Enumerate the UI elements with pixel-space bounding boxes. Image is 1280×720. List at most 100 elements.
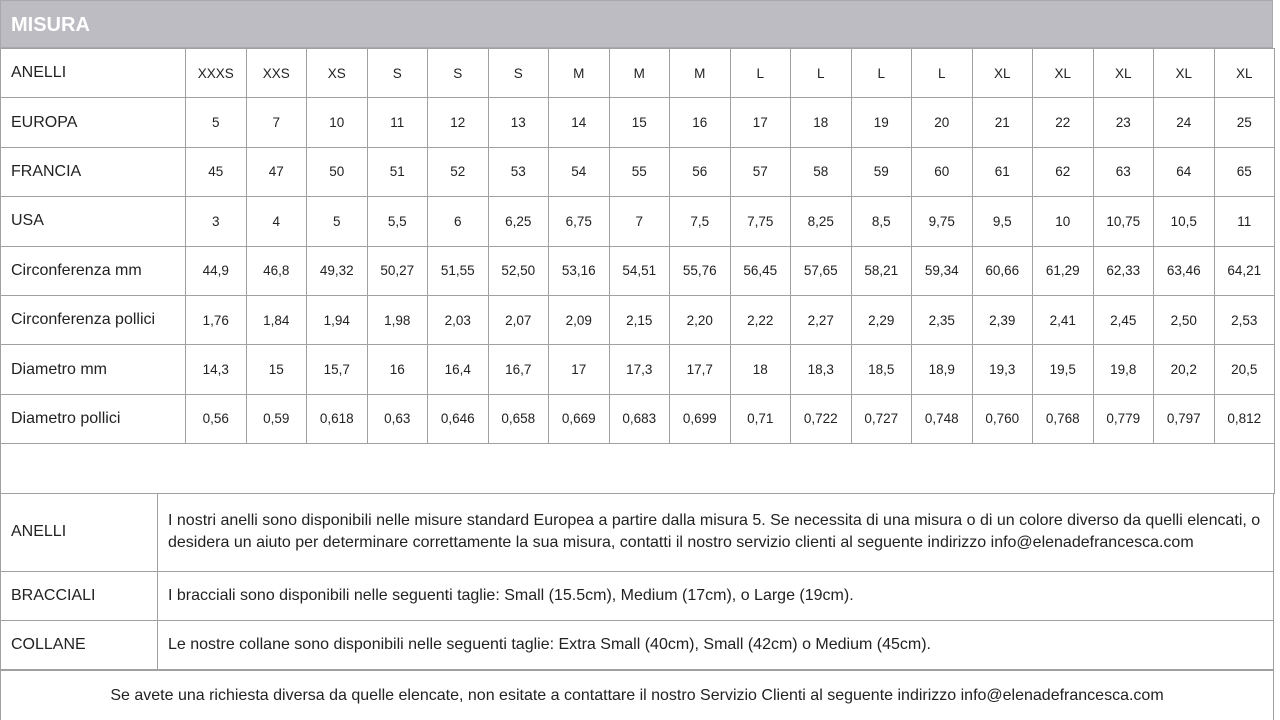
cell: 19 [850, 97, 912, 148]
cell: 23 [1092, 97, 1154, 148]
cell: 63 [1092, 146, 1154, 198]
row-label: USA [0, 196, 186, 247]
cell: 18,5 [850, 344, 912, 395]
cell: 18 [790, 97, 852, 148]
cell: 21 [971, 97, 1033, 148]
notes-table: ANELLI I nostri anelli sono disponibili n… [0, 492, 1274, 670]
cell: L [729, 47, 791, 99]
cell: 0,669 [548, 393, 610, 445]
cell: 0,618 [306, 393, 368, 445]
cell: 17 [729, 97, 791, 148]
cell: XXXS [185, 47, 247, 99]
cell: 10,5 [1153, 196, 1215, 247]
cell: M [669, 47, 731, 99]
cell: 0,646 [427, 393, 489, 445]
size-row: Diametro pollici 0,56 0,59 0,618 0,63 0,646 0,… [0, 393, 1275, 445]
cell: M [548, 47, 610, 99]
row-label: Circonferenza mm [0, 245, 186, 296]
size-row: USA 3 4 5 5,5 6 6,25 6,75 7 7,5 7,75 8,25 8,5 9,75 9,5… [0, 196, 1275, 247]
row-label: Diametro pollici [0, 393, 186, 445]
cell: XXS [245, 47, 307, 99]
cell: 13 [487, 97, 549, 148]
cell: 1,94 [306, 294, 368, 346]
size-row: Circonferenza pollici 1,76 1,84 1,94 1,98 2,0… [0, 294, 1275, 346]
size-row: ANELLI XXXS XXS XS S S S M M M L L L L XL XL XL XL XL [0, 47, 1275, 99]
cell: 7,5 [669, 196, 731, 247]
cell: 8,5 [850, 196, 912, 247]
cell: 2,20 [669, 294, 731, 346]
cell: 47 [245, 146, 307, 198]
cell: 2,29 [850, 294, 912, 346]
cell: 19,8 [1092, 344, 1154, 395]
cell: 5,5 [366, 196, 428, 247]
cell: 0,797 [1153, 393, 1215, 445]
cell: 56,45 [729, 245, 791, 296]
cell: XS [306, 47, 368, 99]
cell: 53,16 [548, 245, 610, 296]
cell: 0,768 [1032, 393, 1094, 445]
cell: 6,25 [487, 196, 549, 247]
cell: 0,71 [729, 393, 791, 445]
footer-text: Se avete una richiesta diversa da quelle… [0, 670, 1274, 720]
cell: 24 [1153, 97, 1215, 148]
cell: 62,33 [1092, 245, 1154, 296]
cell: 2,35 [911, 294, 973, 346]
cell: 57,65 [790, 245, 852, 296]
cell: 9,5 [971, 196, 1033, 247]
cell: 3 [185, 196, 247, 247]
cell: 58 [790, 146, 852, 198]
cell: 2,03 [427, 294, 489, 346]
cell: 10 [1032, 196, 1094, 247]
cell: 0,812 [1213, 393, 1275, 445]
row-label: Circonferenza pollici [0, 294, 186, 346]
cell: S [487, 47, 549, 99]
footer-row: Se avete una richiesta diversa da quelle… [0, 670, 1274, 720]
note-row: BRACCIALI I bracciali sono disponibili ne… [0, 570, 1274, 621]
cell: 0,699 [669, 393, 731, 445]
cell: 18,3 [790, 344, 852, 395]
cell: 56 [669, 146, 731, 198]
cell: 59,34 [911, 245, 973, 296]
cell: 49,32 [306, 245, 368, 296]
cell: 25 [1213, 97, 1275, 148]
cell: 54 [548, 146, 610, 198]
cell: 18,9 [911, 344, 973, 395]
note-text: Le nostre collane sono disponibili nelle… [157, 619, 1274, 670]
cell: 2,22 [729, 294, 791, 346]
size-row: EUROPA 5 7 10 11 12 13 14 15 16 17 18 19 20 21 22 23 24 25 [0, 97, 1275, 148]
cell: 0,779 [1092, 393, 1154, 445]
cell: 0,722 [790, 393, 852, 445]
cell: 22 [1032, 97, 1094, 148]
cell: 7,75 [729, 196, 791, 247]
cell: 2,27 [790, 294, 852, 346]
cell: 7 [245, 97, 307, 148]
cell: 55 [608, 146, 670, 198]
cell: 2,09 [548, 294, 610, 346]
cell: 0,63 [366, 393, 428, 445]
cell: M [608, 47, 670, 99]
cell: L [790, 47, 852, 99]
cell: 14 [548, 97, 610, 148]
cell: S [366, 47, 428, 99]
row-label: EUROPA [0, 97, 186, 148]
cell: 6 [427, 196, 489, 247]
size-row: Diametro mm 14,3 15 15,7 16 16,4 16,7 17 17,3 17,… [0, 344, 1275, 395]
cell: 16,4 [427, 344, 489, 395]
row-label: FRANCIA [0, 146, 186, 198]
row-label: Diametro mm [0, 344, 186, 395]
cell: XL [1153, 47, 1215, 99]
cell: 11 [366, 97, 428, 148]
row-label: ANELLI [0, 47, 186, 99]
cell: 7 [608, 196, 670, 247]
cell: 5 [185, 97, 247, 148]
cell: 8,25 [790, 196, 852, 247]
cell: 16 [669, 97, 731, 148]
cell: 51 [366, 146, 428, 198]
cell: 20,2 [1153, 344, 1215, 395]
cell: 19,3 [971, 344, 1033, 395]
footer-table: Se avete una richiesta diversa da quelle… [0, 670, 1274, 720]
cell: 50 [306, 146, 368, 198]
cell: 2,39 [971, 294, 1033, 346]
cell: 15 [608, 97, 670, 148]
